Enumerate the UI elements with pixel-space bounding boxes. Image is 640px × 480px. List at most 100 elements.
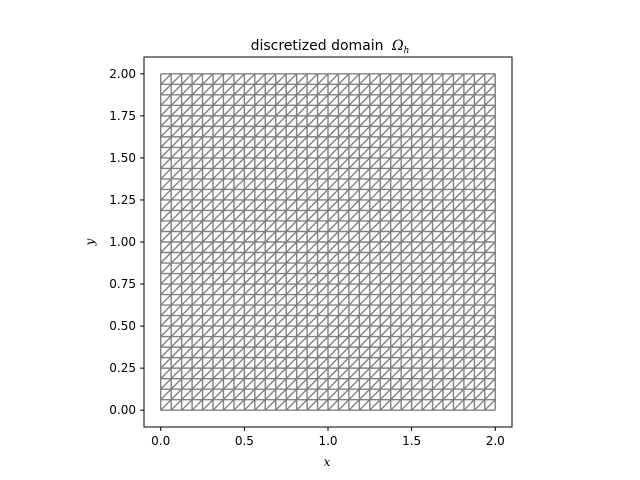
mesh-diagonal-edge (337, 273, 350, 285)
mesh-diagonal-edge (233, 157, 245, 169)
mesh-diagonal-edge (212, 315, 224, 327)
mesh-diagonal-edge (212, 388, 224, 401)
mesh-diagonal-edge (473, 230, 486, 243)
mesh-diagonal-edge (484, 315, 496, 327)
mesh-diagonal-edge (421, 262, 434, 275)
mesh-diagonal-edge (327, 178, 339, 190)
mesh-diagonal-edge (212, 220, 224, 232)
mesh-diagonal-edge (463, 167, 475, 180)
mesh-diagonal-edge (411, 178, 423, 190)
mesh-diagonal-edge (191, 241, 204, 254)
mesh-diagonal-edge (254, 262, 266, 275)
mesh-diagonal-edge (296, 157, 308, 169)
mesh-diagonal-edge (348, 346, 360, 359)
mesh-diagonal-edge (358, 346, 371, 359)
mesh-diagonal-edge (421, 167, 434, 180)
mesh-diagonal-edge (348, 104, 360, 117)
mesh-diagonal-edge (285, 230, 298, 243)
mesh-diagonal-edge (337, 315, 350, 327)
mesh-diagonal-edge (275, 178, 287, 190)
mesh-diagonal-edge (369, 115, 381, 127)
mesh-diagonal-edge (170, 94, 183, 106)
mesh-diagonal-edge (191, 209, 204, 222)
mesh-diagonal-edge (243, 367, 256, 380)
mesh-diagonal-edge (400, 262, 413, 275)
mesh-diagonal-edge (379, 136, 392, 148)
mesh-diagonal-edge (254, 367, 266, 380)
mesh-diagonal-edge (306, 199, 319, 211)
mesh-diagonal-edge (285, 262, 298, 275)
mesh-diagonal-edge (358, 136, 371, 148)
mesh-diagonal-edge (442, 399, 454, 411)
mesh-diagonal-edge (442, 252, 454, 264)
mesh-diagonal-edge (317, 157, 329, 169)
mesh-diagonal-edge (327, 252, 339, 264)
mesh-diagonal-edge (358, 115, 371, 127)
mesh-diagonal-edge (400, 199, 413, 211)
mesh-diagonal-edge (327, 325, 339, 338)
x-tick-label: 1.5 (402, 434, 421, 448)
mesh-diagonal-edge (296, 94, 308, 106)
mesh-diagonal-edge (463, 125, 475, 138)
mesh-diagonal-edge (317, 188, 329, 201)
mesh-diagonal-edge (254, 188, 266, 201)
mesh-diagonal-edge (411, 136, 423, 148)
mesh-diagonal-edge (285, 252, 298, 264)
mesh-diagonal-edge (369, 336, 381, 348)
mesh-diagonal-edge (222, 388, 235, 401)
mesh-diagonal-edge (442, 115, 454, 127)
mesh-diagonal-edge (369, 378, 381, 390)
mesh-diagonal-edge (463, 388, 475, 401)
mesh-diagonal-edge (170, 157, 183, 169)
mesh-diagonal-edge (369, 241, 381, 254)
mesh-diagonal-edge (233, 136, 245, 148)
mesh-diagonal-edge (181, 199, 193, 211)
mesh-diagonal-edge (379, 157, 392, 169)
mesh-diagonal-edge (317, 388, 329, 401)
mesh-diagonal-edge (337, 220, 350, 232)
mesh-diagonal-edge (306, 378, 319, 390)
mesh-diagonal-edge (327, 283, 339, 296)
mesh-diagonal-edge (202, 115, 214, 127)
mesh-diagonal-edge (202, 157, 214, 169)
mesh-diagonal-edge (473, 262, 486, 275)
mesh-diagonal-edge (421, 83, 434, 96)
mesh-diagonal-edge (202, 346, 214, 359)
mesh-diagonal-edge (452, 199, 465, 211)
mesh-diagonal-edge (191, 136, 204, 148)
mesh-diagonal-edge (327, 115, 339, 127)
mesh-diagonal-edge (369, 399, 381, 411)
mesh-diagonal-edge (306, 209, 319, 222)
mesh-diagonal-edge (170, 178, 183, 190)
mesh-diagonal-edge (306, 73, 319, 85)
mesh-diagonal-edge (264, 273, 277, 285)
mesh-diagonal-edge (191, 388, 204, 401)
mesh-diagonal-edge (317, 262, 329, 275)
mesh-diagonal-edge (285, 357, 298, 369)
mesh-diagonal-edge (275, 241, 287, 254)
mesh-diagonal-edge (484, 325, 496, 338)
mesh-diagonal-edge (337, 136, 350, 148)
mesh-diagonal-edge (233, 209, 245, 222)
mesh-diagonal-edge (233, 315, 245, 327)
mesh-diagonal-edge (452, 241, 465, 254)
mesh-diagonal-edge (348, 188, 360, 201)
mesh-diagonal-edge (181, 115, 193, 127)
mesh-diagonal-edge (233, 104, 245, 117)
mesh-diagonal-edge (170, 304, 183, 317)
mesh-diagonal-edge (181, 83, 193, 96)
mesh-diagonal-edge (254, 115, 266, 127)
mesh-diagonal-edge (452, 325, 465, 338)
mesh-diagonal-edge (296, 346, 308, 359)
mesh-diagonal-edge (202, 273, 214, 285)
mesh-diagonal-edge (348, 283, 360, 296)
mesh-diagonal-edge (452, 262, 465, 275)
mesh-diagonal-edge (285, 188, 298, 201)
mesh-diagonal-edge (337, 262, 350, 275)
mesh-diagonal-edge (317, 304, 329, 317)
mesh-diagonal-edge (421, 199, 434, 211)
mesh-diagonal-edge (369, 157, 381, 169)
mesh-diagonal-edge (379, 146, 392, 159)
mesh-diagonal-edge (212, 357, 224, 369)
mesh-diagonal-edge (317, 104, 329, 117)
